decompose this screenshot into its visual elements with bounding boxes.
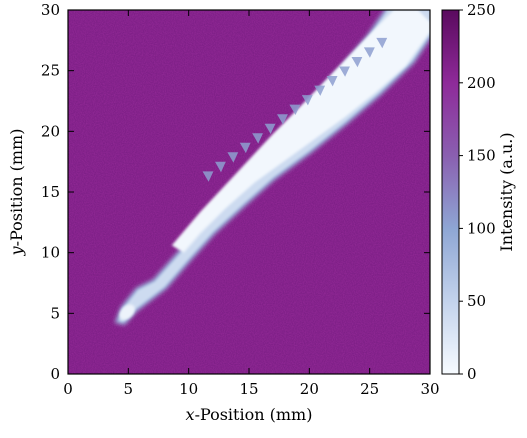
x-tick-label: 25 (360, 380, 379, 398)
x-tick-label: 10 (179, 380, 198, 398)
y-tick-label: 0 (50, 365, 60, 383)
colorbar: 0 50 100 150 200 250 Intensity (a.u.) (442, 1, 516, 383)
colorbar-tick-label: 250 (467, 1, 496, 19)
y-tick-label: 25 (41, 62, 60, 80)
colorbar-tick-label: 0 (467, 365, 477, 383)
y-tick-label: 20 (41, 122, 60, 140)
x-tick-label: 20 (300, 380, 319, 398)
colorbar-tick-label: 200 (467, 74, 496, 92)
y-tick-label: 10 (41, 244, 60, 262)
colorbar-tick-label: 50 (467, 292, 486, 310)
colorbar-tick-label: 150 (467, 147, 496, 165)
colorbar-gradient (442, 10, 459, 374)
y-tick-label: 30 (41, 1, 60, 19)
y-axis-label: y-Position (mm) (7, 129, 26, 257)
x-tick-label: 15 (239, 380, 258, 398)
y-tick-label: 5 (50, 304, 60, 322)
x-tick-label: 5 (124, 380, 134, 398)
plot-area: 0 5 10 15 20 25 30 0 5 10 15 20 25 30 (41, 1, 440, 398)
x-tick-label: 30 (420, 380, 439, 398)
colorbar-tick-label: 100 (467, 219, 496, 237)
y-tick-label: 15 (41, 183, 60, 201)
colorbar-label: Intensity (a.u.) (497, 132, 516, 251)
x-tick-label: 0 (63, 380, 73, 398)
x-axis-label: x-Position (mm) (186, 405, 313, 424)
colorbar-ticks: 0 50 100 150 200 250 (459, 1, 496, 383)
